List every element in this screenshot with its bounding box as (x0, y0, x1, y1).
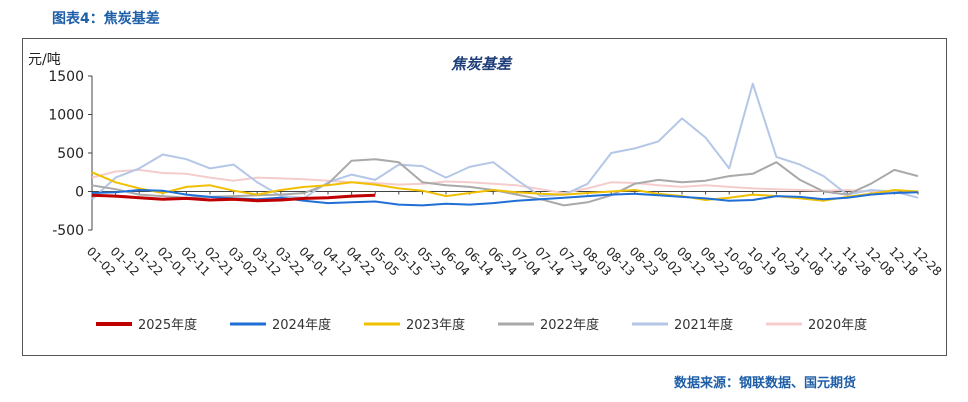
series-line-3 (91, 158, 919, 207)
y-tick-label: 1500 (48, 69, 84, 85)
figure-title: 图表4：焦炭基差 (52, 11, 160, 27)
y-axis-label: 元/吨 (28, 52, 61, 68)
legend-label: 2025年度 (138, 317, 197, 333)
y-tick-label: 500 (57, 146, 84, 162)
chart-title: 焦炭基差 (451, 55, 513, 73)
chart-frame (22, 38, 947, 356)
y-tick-label: 0 (75, 185, 84, 201)
legend-label: 2021年度 (674, 317, 733, 333)
y-tick-label: -500 (52, 223, 84, 239)
series-line-0 (91, 193, 376, 203)
series-line-4 (91, 82, 919, 200)
legend-label: 2023年度 (406, 317, 465, 333)
series-line-5 (91, 168, 919, 194)
legend-label: 2024年度 (272, 317, 331, 333)
legend-label: 2020年度 (808, 317, 867, 333)
source-note: 数据来源：钢联数据、国元期货 (673, 376, 856, 391)
legend-label: 2022年度 (540, 317, 599, 333)
y-tick-label: 1000 (48, 108, 84, 124)
